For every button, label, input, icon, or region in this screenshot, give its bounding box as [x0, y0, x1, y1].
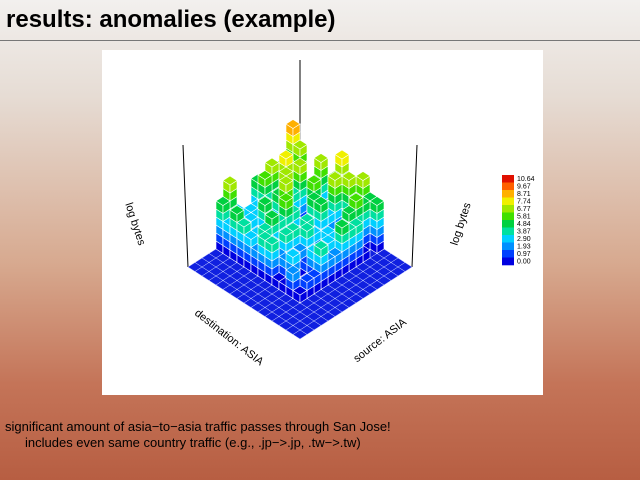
bar-top — [299, 222, 315, 232]
colorbar-swatch — [502, 212, 514, 221]
bar-top — [264, 157, 280, 168]
bar-top — [257, 170, 273, 180]
bar-top — [313, 153, 329, 163]
figure: log bytes log bytes destination: ASIA so… — [102, 50, 543, 395]
colorbar-label: 8.71 — [517, 191, 531, 198]
bar-top — [320, 234, 336, 245]
axis-edge — [182, 144, 189, 268]
bar-top — [369, 196, 385, 206]
colorbar-swatch — [502, 205, 514, 213]
y-axis-label: source: ASIA — [351, 316, 409, 365]
title-rule — [0, 40, 640, 41]
bar-top — [222, 175, 238, 186]
colorbar-swatch — [502, 250, 514, 258]
bar-top — [299, 273, 315, 283]
floor-cell — [292, 329, 308, 340]
colorbar-label: 4.84 — [517, 221, 531, 228]
colorbar-swatch — [502, 175, 514, 183]
colorbar-swatch — [502, 235, 514, 243]
scene — [182, 60, 418, 340]
colorbar-label: 5.81 — [517, 213, 531, 220]
bar-top — [285, 265, 301, 275]
bar-top — [257, 196, 273, 206]
z-axis-label: log bytes — [122, 201, 147, 247]
bar-top — [292, 157, 308, 168]
bar-top — [264, 209, 280, 220]
bar-top — [327, 171, 343, 181]
bar-top — [313, 196, 329, 206]
bar-top — [334, 149, 350, 160]
colorbar-swatch — [502, 227, 514, 236]
bar-top — [278, 226, 294, 237]
colorbar-swatch — [502, 190, 514, 198]
bar-top — [278, 192, 294, 203]
bar-top — [306, 174, 322, 185]
bar-top — [292, 242, 308, 253]
bar-top — [355, 171, 371, 181]
colorbar-swatch — [502, 257, 514, 266]
bar-top — [285, 248, 301, 258]
x-axis-label: destination: ASIA — [192, 307, 266, 368]
bar-top — [341, 171, 357, 181]
colorbar-label: 3.87 — [517, 228, 531, 235]
caption-line: significant amount of asia−to−asia traff… — [5, 419, 391, 434]
bar-top — [243, 230, 259, 240]
colorbar-label: 10.64 — [517, 176, 535, 183]
colorbar-label: 0.97 — [517, 251, 531, 258]
bar-top — [334, 218, 350, 229]
bar-top — [348, 192, 364, 203]
caption: significant amount of asia−to−asia traff… — [5, 419, 391, 451]
colorbar: 10.649.678.717.746.775.814.843.872.901.9… — [502, 175, 535, 266]
colorbar-label: 1.93 — [517, 243, 531, 250]
axis-edge — [411, 144, 418, 268]
bar-top — [292, 285, 308, 296]
slide-title: results: anomalies (example) — [6, 6, 336, 33]
colorbar-swatch — [502, 197, 514, 206]
colorbar-label: 9.67 — [517, 183, 531, 190]
colorbar-label: 0.00 — [517, 258, 531, 265]
bar-top — [215, 196, 231, 206]
colorbar-label: 6.77 — [517, 206, 531, 213]
bar-top — [341, 205, 357, 215]
bar-top — [243, 212, 259, 222]
bar-top — [264, 235, 280, 246]
caption-line: includes even same country traffic (e.g.… — [25, 435, 361, 450]
colorbar-swatch — [502, 220, 514, 228]
bar-chart-3d: log bytes log bytes destination: ASIA so… — [122, 60, 535, 369]
bar-top — [313, 240, 329, 250]
bar-top — [292, 139, 308, 150]
bar-top — [236, 217, 252, 228]
colorbar-label: 2.90 — [517, 236, 531, 243]
bar-top — [278, 149, 294, 160]
z-axis-label: log bytes — [449, 201, 474, 247]
colorbar-label: 7.74 — [517, 198, 531, 205]
bar-top — [278, 175, 294, 186]
bar-top — [229, 205, 245, 215]
colorbar-swatch — [502, 242, 514, 251]
bar-top — [285, 119, 301, 129]
colorbar-swatch — [502, 182, 514, 191]
